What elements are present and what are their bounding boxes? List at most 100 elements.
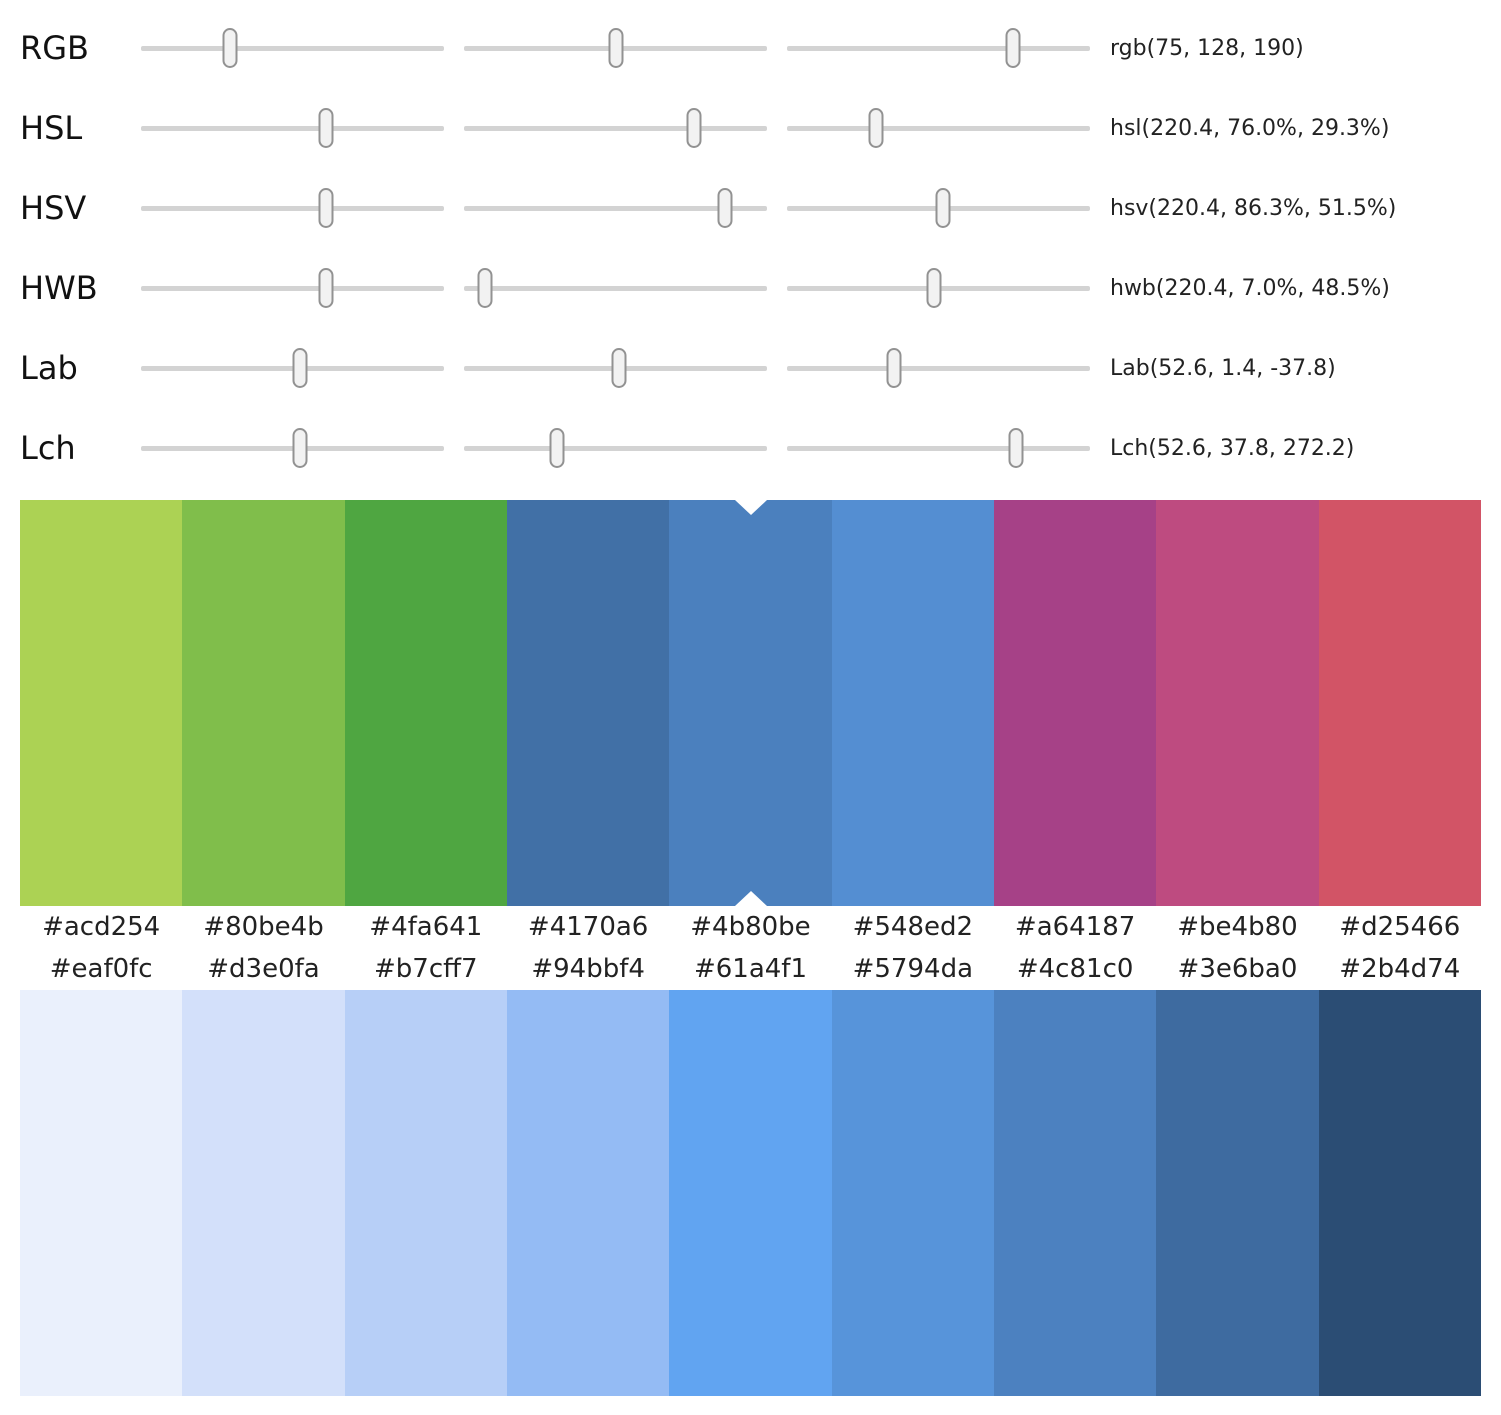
palette-swatch[interactable]: [182, 990, 345, 1396]
slider-row-lch: Lch Lch(52.6, 37.8, 272.2): [20, 408, 1501, 488]
slider-value: rgb(75, 128, 190): [1110, 35, 1304, 61]
slider-row-label: HWB: [20, 269, 98, 307]
slider-track-l[interactable]: [141, 348, 444, 388]
hex-label: #acd254: [42, 912, 161, 942]
slider-track-h[interactable]: [787, 428, 1090, 468]
slider-thumb-v[interactable]: [935, 188, 951, 228]
slider-thumb-g[interactable]: [608, 28, 624, 68]
slider-row-label: HSL: [20, 109, 83, 147]
slider-track-r[interactable]: [141, 28, 444, 68]
hex-label: #a64187: [1014, 912, 1136, 942]
slider-track-s[interactable]: [464, 108, 767, 148]
slider-thumb-l[interactable]: [292, 428, 308, 468]
slider-track-h[interactable]: [141, 108, 444, 148]
palette-swatch[interactable]: [669, 990, 832, 1396]
slider-row-label: Lch: [20, 429, 76, 467]
slider-track-h[interactable]: [141, 268, 444, 308]
slider-tracks: [141, 28, 1090, 68]
slider-thumb-c[interactable]: [549, 428, 565, 468]
slider-tracks: [141, 428, 1090, 468]
hex-label: #d25466: [1339, 912, 1461, 942]
slider-track-b[interactable]: [787, 28, 1090, 68]
slider-panel: RGB rgb(75, 128, 190) HSL hsl(220.4, 76.…: [0, 0, 1501, 488]
palette-swatch[interactable]: [344, 990, 507, 1396]
slider-thumb-h[interactable]: [318, 188, 334, 228]
slider-track-h[interactable]: [141, 188, 444, 228]
hex-label: #61a4f1: [693, 954, 807, 984]
slider-thumb-h[interactable]: [318, 268, 334, 308]
slider-thumb-b[interactable]: [926, 268, 942, 308]
slider-thumb-b[interactable]: [886, 348, 902, 388]
slider-track-l[interactable]: [787, 108, 1090, 148]
slider-value: Lab(52.6, 1.4, -37.8): [1110, 355, 1336, 381]
palette-top-hex-labels: #acd254 #80be4b #4fa641 #4170a6 #4b80be …: [20, 906, 1481, 948]
slider-track-v[interactable]: [787, 188, 1090, 228]
hex-label: #4c81c0: [1016, 954, 1134, 984]
slider-row-lab: Lab Lab(52.6, 1.4, -37.8): [20, 328, 1501, 408]
palette-swatch[interactable]: [1318, 990, 1481, 1396]
slider-track-b[interactable]: [787, 348, 1090, 388]
slider-value: hsv(220.4, 86.3%, 51.5%): [1110, 195, 1397, 221]
palette-swatch[interactable]: [831, 990, 994, 1396]
slider-track-l[interactable]: [141, 428, 444, 468]
slider-thumb-h[interactable]: [1008, 428, 1024, 468]
hex-label: #be4b80: [1177, 912, 1298, 942]
palette-swatch[interactable]: [1318, 500, 1481, 906]
hex-label: #2b4d74: [1339, 954, 1461, 984]
slider-track-s[interactable]: [464, 188, 767, 228]
slider-tracks: [141, 348, 1090, 388]
slider-row-label: HSV: [20, 189, 87, 227]
slider-thumb-h[interactable]: [318, 108, 334, 148]
slider-track-w[interactable]: [464, 268, 767, 308]
hex-label: #d3e0fa: [207, 954, 320, 984]
slider-row-rgb: RGB rgb(75, 128, 190): [20, 8, 1501, 88]
hex-label: #b7cff7: [374, 954, 478, 984]
hex-label: #94bbf4: [531, 954, 645, 984]
slider-tracks: [141, 268, 1090, 308]
palette-swatch[interactable]: [20, 500, 183, 906]
slider-thumb-l[interactable]: [868, 108, 884, 148]
slider-value: Lch(52.6, 37.8, 272.2): [1110, 435, 1355, 461]
slider-row-hsl: HSL hsl(220.4, 76.0%, 29.3%): [20, 88, 1501, 168]
hex-label: #3e6ba0: [1177, 954, 1298, 984]
palette-swatch[interactable]: [831, 500, 994, 906]
hex-label: #80be4b: [203, 912, 324, 942]
slider-thumb-l[interactable]: [292, 348, 308, 388]
slider-track-b[interactable]: [787, 268, 1090, 308]
slider-thumb-s[interactable]: [686, 108, 702, 148]
slider-thumb-w[interactable]: [477, 268, 493, 308]
slider-track-c[interactable]: [464, 428, 767, 468]
hex-label: #5794da: [852, 954, 973, 984]
palette-bottom: [20, 990, 1481, 1396]
hex-label: #4170a6: [527, 912, 649, 942]
hex-label: #548ed2: [852, 912, 974, 942]
hex-label: #eaf0fc: [49, 954, 153, 984]
palette-swatch[interactable]: [993, 500, 1157, 906]
slider-thumb-b[interactable]: [1005, 28, 1021, 68]
slider-thumb-s[interactable]: [717, 188, 733, 228]
hex-label: #4b80be: [690, 912, 811, 942]
slider-thumb-a[interactable]: [611, 348, 627, 388]
slider-row-label: Lab: [20, 349, 78, 387]
palette-swatch[interactable]: [993, 990, 1157, 1396]
palette-swatch-selected[interactable]: [669, 500, 832, 906]
palette-top: [20, 500, 1481, 906]
slider-value: hwb(220.4, 7.0%, 48.5%): [1110, 275, 1390, 301]
slider-value: hsl(220.4, 76.0%, 29.3%): [1110, 115, 1390, 141]
hex-label: #4fa641: [369, 912, 483, 942]
palette-swatch[interactable]: [506, 500, 670, 906]
palette-swatch[interactable]: [20, 990, 183, 1396]
slider-tracks: [141, 108, 1090, 148]
palette-bottom-hex-labels: #eaf0fc #d3e0fa #b7cff7 #94bbf4 #61a4f1 …: [20, 948, 1481, 990]
palette-swatch[interactable]: [344, 500, 507, 906]
slider-row-hwb: HWB hwb(220.4, 7.0%, 48.5%): [20, 248, 1501, 328]
slider-tracks: [141, 188, 1090, 228]
slider-thumb-r[interactable]: [222, 28, 238, 68]
palette-swatch[interactable]: [182, 500, 345, 906]
palette-swatch[interactable]: [506, 990, 670, 1396]
slider-track-a[interactable]: [464, 348, 767, 388]
palette-swatch[interactable]: [1156, 500, 1319, 906]
palette-swatch[interactable]: [1156, 990, 1319, 1396]
slider-track-g[interactable]: [464, 28, 767, 68]
